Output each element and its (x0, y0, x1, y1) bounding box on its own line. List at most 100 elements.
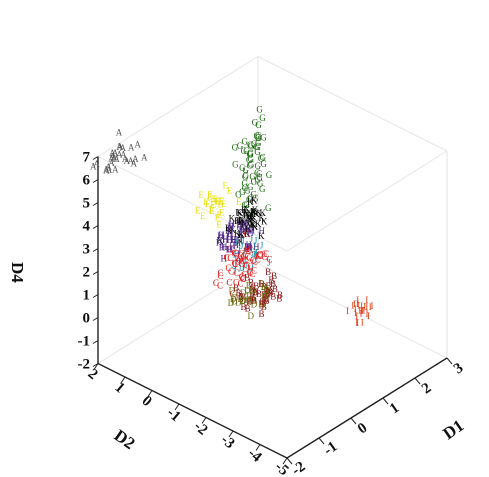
data-point-J: J (254, 255, 258, 265)
data-point-H: H (218, 230, 225, 240)
data-point-K: K (244, 229, 251, 239)
data-point-C: C (232, 248, 238, 258)
data-point-K: K (251, 195, 258, 205)
data-point-B: B (252, 287, 258, 297)
tick-mark-d4 (92, 271, 99, 275)
data-point-E: E (216, 220, 222, 230)
data-point-I: I (361, 306, 364, 316)
data-point-E: E (215, 213, 221, 223)
data-point-D: D (244, 285, 251, 295)
axis-title-d4: D4 (8, 262, 27, 283)
data-point-C: C (238, 259, 244, 269)
data-point-G: G (241, 146, 248, 156)
data-point-D: D (246, 280, 253, 290)
data-point-G: G (254, 168, 261, 178)
data-point-E: E (219, 207, 225, 217)
data-point-K: K (240, 216, 247, 226)
data-point-E: E (213, 194, 219, 204)
data-point-J: J (248, 242, 252, 252)
data-point-B: B (262, 292, 268, 302)
data-point-K: K (238, 230, 245, 240)
data-point-J: J (253, 249, 257, 259)
data-point-A: A (108, 158, 115, 168)
data-point-H: H (259, 226, 266, 236)
data-point-J: J (250, 234, 254, 244)
data-point-B: B (268, 275, 274, 285)
tick-mark-d2 (282, 457, 288, 465)
data-point-H: H (226, 245, 233, 255)
data-point-G: G (255, 133, 262, 143)
data-point-H: H (232, 240, 239, 250)
data-point-J: J (242, 247, 246, 257)
data-point-A: A (109, 152, 116, 162)
data-point-G: G (260, 159, 267, 169)
data-point-A: A (117, 142, 124, 152)
data-point-C: C (233, 277, 239, 287)
data-point-H: H (219, 242, 226, 252)
data-point-I: I (360, 301, 363, 311)
data-point-I: I (354, 304, 357, 314)
tick-mark-d4 (92, 340, 99, 344)
data-point-C: C (242, 249, 248, 259)
data-point-J: J (252, 250, 256, 260)
data-point-G: G (246, 194, 253, 204)
data-point-K: K (250, 219, 257, 229)
data-point-D: D (231, 296, 238, 306)
data-point-D: D (246, 297, 253, 307)
data-point-I: I (357, 300, 360, 310)
tick-mark-d2 (228, 430, 234, 438)
data-point-H: H (230, 235, 237, 245)
data-point-E: E (207, 189, 213, 199)
data-point-B: B (240, 302, 246, 312)
data-point-H: H (228, 219, 235, 229)
tick-mark-d1 (382, 397, 389, 405)
data-point-A: A (103, 165, 110, 175)
data-point-J: J (233, 249, 237, 259)
tick-mark-d1 (350, 417, 357, 425)
data-point-J: J (241, 236, 245, 246)
tick-mark-d2 (147, 390, 153, 397)
data-point-G: G (248, 141, 255, 151)
data-point-A: A (116, 141, 123, 151)
data-point-J: J (238, 264, 242, 274)
data-point-C: C (257, 251, 263, 261)
data-point-A: A (124, 156, 131, 166)
data-point-K: K (242, 208, 249, 218)
data-point-A: A (112, 165, 119, 175)
tick-mark-d4 (92, 225, 99, 229)
data-point-A: A (128, 143, 135, 153)
box-edge (97, 156, 288, 252)
data-point-B: B (246, 297, 252, 307)
data-point-C: C (239, 256, 245, 266)
data-point-G: G (254, 175, 261, 185)
data-point-I: I (365, 302, 368, 312)
data-point-G: G (232, 159, 239, 169)
data-point-H: H (236, 221, 243, 231)
data-point-J: J (254, 248, 258, 258)
data-point-H: H (244, 223, 251, 233)
tick-label-d4: 7 (83, 150, 91, 166)
data-point-E: E (209, 206, 215, 216)
data-point-C: C (242, 256, 248, 266)
data-point-I: I (363, 302, 366, 312)
data-point-C: C (249, 269, 255, 279)
data-point-B: B (265, 288, 271, 298)
data-point-H: H (226, 232, 233, 242)
data-point-H: H (222, 235, 229, 245)
data-point-H: H (249, 226, 256, 236)
data-point-B: B (268, 287, 274, 297)
data-point-K: K (256, 208, 263, 218)
data-point-J: J (267, 258, 271, 268)
data-point-A: A (122, 154, 129, 164)
data-point-C: C (227, 253, 233, 263)
data-point-C: C (251, 266, 257, 276)
data-point-A: A (141, 153, 148, 163)
data-point-E: E (203, 197, 209, 207)
data-point-C: C (246, 253, 252, 263)
data-point-A: A (103, 165, 110, 175)
data-point-K: K (261, 216, 268, 226)
data-point-A: A (109, 148, 116, 158)
data-point-J: J (247, 264, 251, 274)
data-point-B: B (251, 295, 257, 305)
